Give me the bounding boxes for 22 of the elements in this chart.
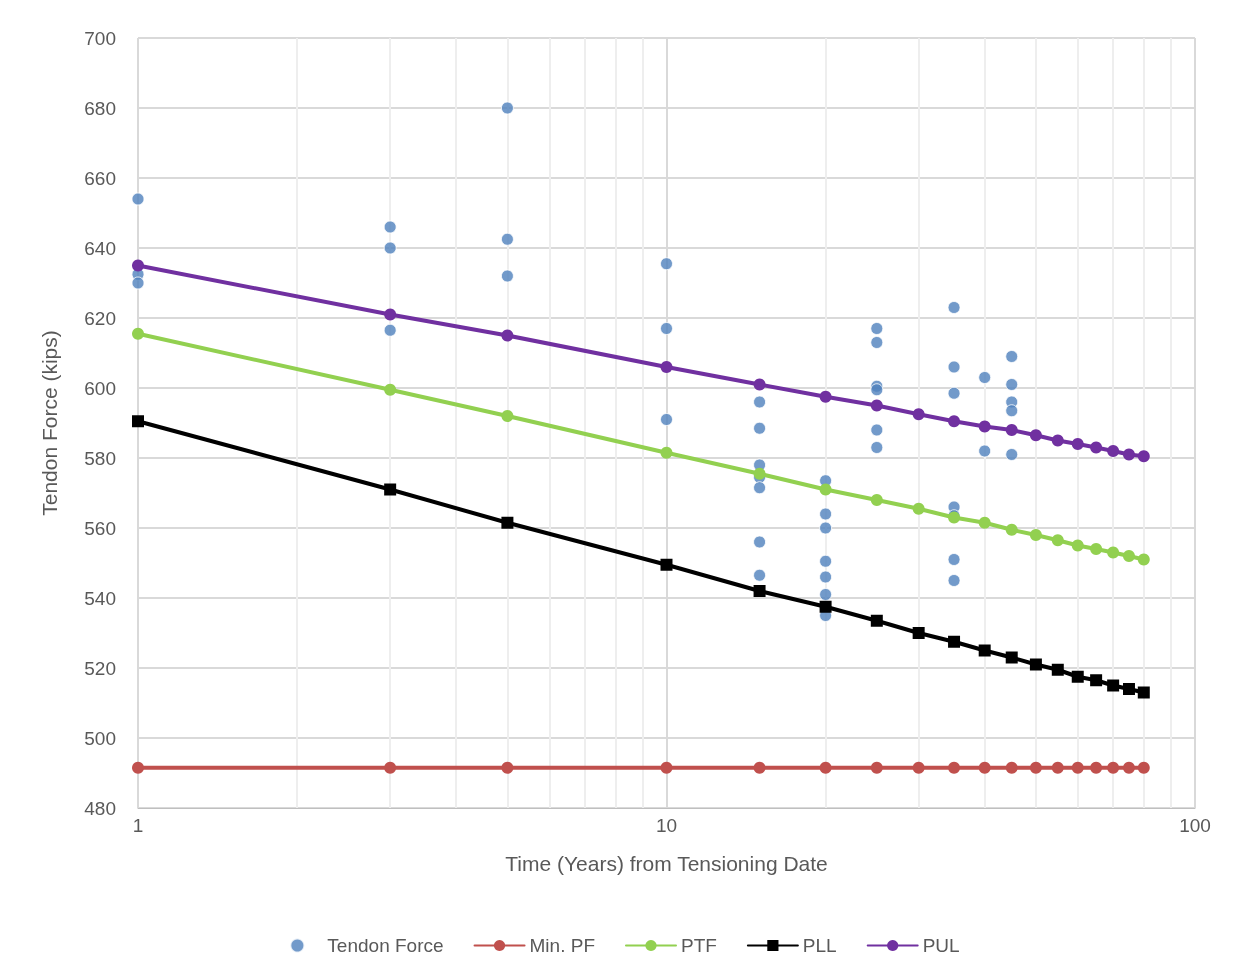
legend-label: PTF bbox=[680, 935, 717, 956]
y-tick-label: 520 bbox=[84, 657, 116, 679]
y-tick-label: 700 bbox=[84, 27, 116, 49]
y-axis-title: Tendon Force (kips) bbox=[38, 330, 61, 516]
y-tick-label: 640 bbox=[84, 237, 116, 259]
y-tick-label: 620 bbox=[84, 307, 116, 329]
y-tick-label: 600 bbox=[84, 377, 116, 399]
x-tick-label: 1 bbox=[132, 815, 144, 836]
y-tick-label: 580 bbox=[84, 447, 116, 469]
x-tick-label: 100 bbox=[1179, 815, 1211, 836]
x-tick-label: 10 bbox=[655, 815, 678, 836]
y-tick-label: 480 bbox=[84, 797, 116, 819]
y-tick-label: 660 bbox=[84, 167, 116, 189]
y-tick-label: 540 bbox=[84, 587, 116, 609]
legend-label: Tendon Force bbox=[327, 935, 444, 956]
legend-label: PUL bbox=[922, 935, 960, 956]
legend-label: PLL bbox=[802, 935, 837, 956]
y-tick-label: 680 bbox=[84, 97, 116, 119]
legend-label: Min. PF bbox=[529, 935, 595, 956]
y-tick-label: 500 bbox=[84, 727, 116, 749]
x-axis-title: Time (Years) from Tensioning Date bbox=[505, 852, 828, 875]
y-tick-label: 560 bbox=[84, 517, 116, 539]
